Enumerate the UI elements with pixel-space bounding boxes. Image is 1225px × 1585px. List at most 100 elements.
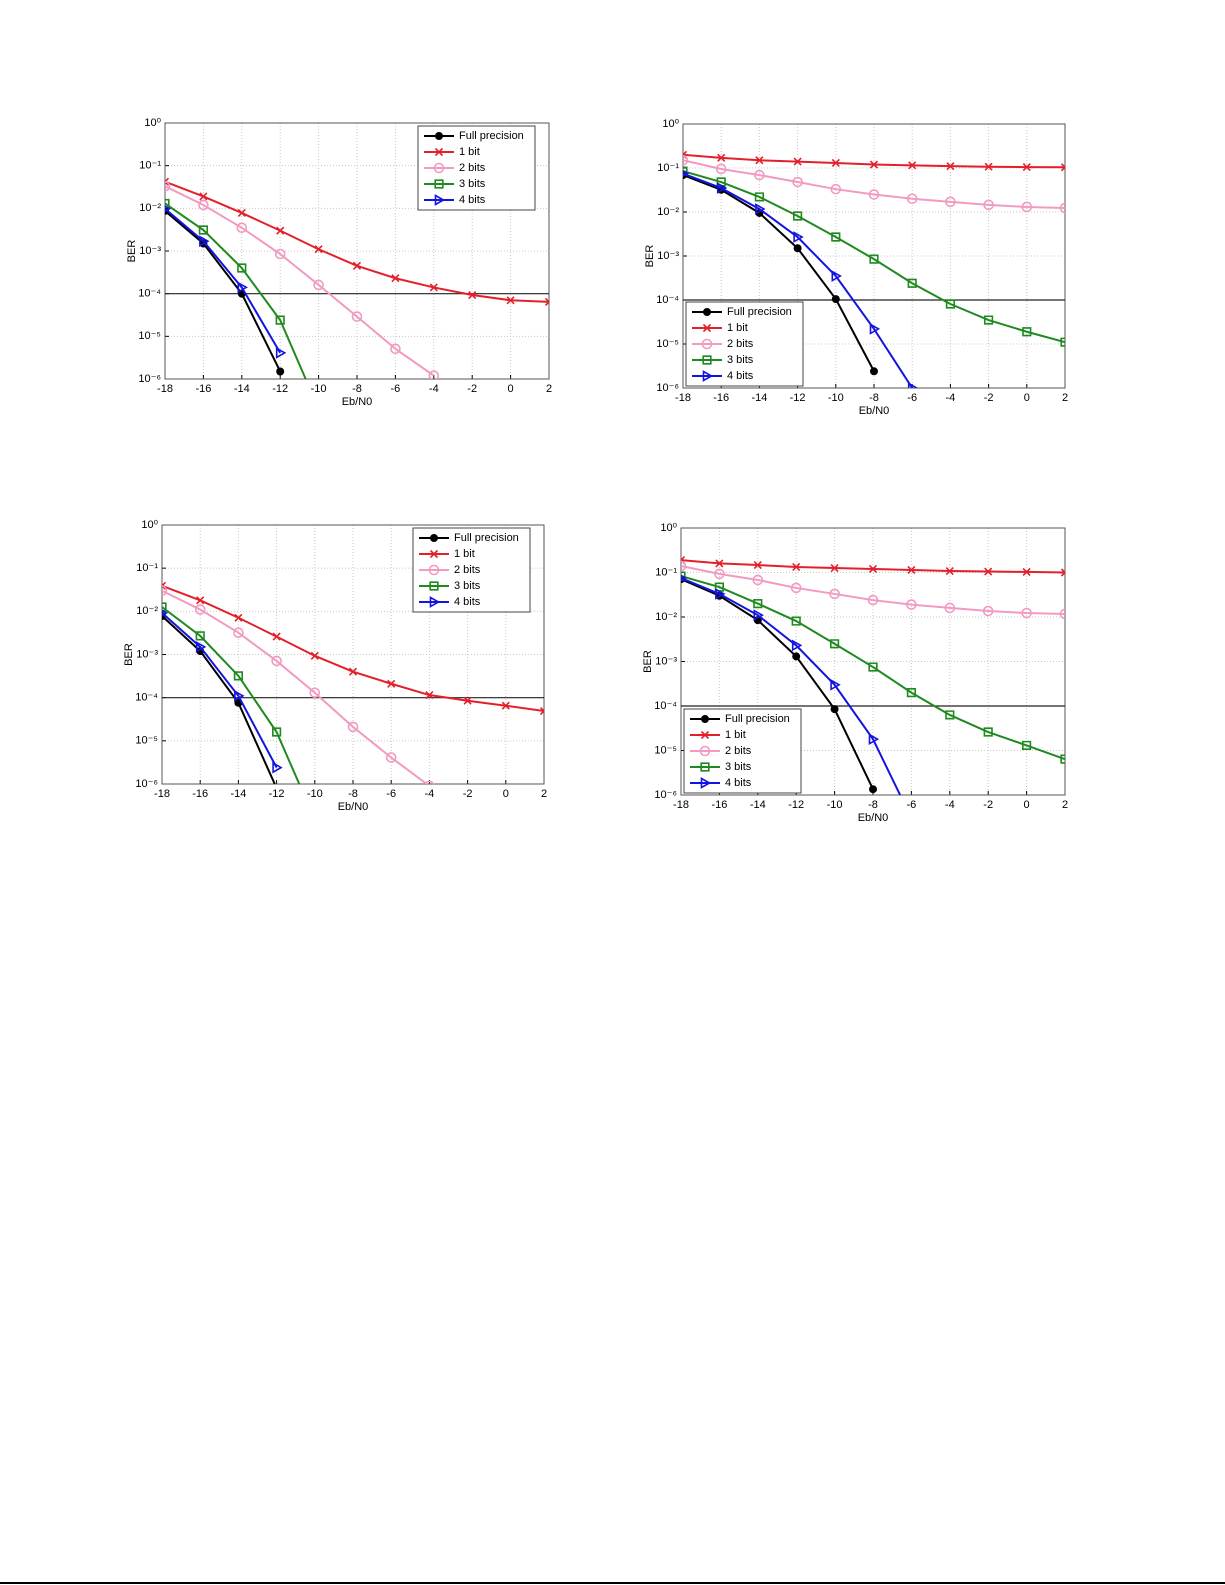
- data-point: [830, 639, 840, 649]
- y-axis-label: BER: [126, 240, 138, 263]
- plot-frame: [161, 524, 545, 785]
- legend: Full precision 1 bit 2 bits 3 bits 4 bits: [417, 125, 536, 211]
- data-point: [237, 281, 248, 294]
- data-point: [944, 602, 956, 614]
- y-tick-label: 10⁻³: [655, 655, 677, 667]
- data-point: [272, 632, 281, 641]
- y-tick-label: 10⁻⁵: [654, 744, 677, 756]
- y-tick-label: 10⁻³: [657, 250, 679, 262]
- plot-frame: [164, 122, 550, 380]
- data-point: [754, 169, 765, 181]
- data-point: [868, 564, 878, 574]
- data-point: [945, 196, 956, 208]
- data-point: [314, 245, 323, 254]
- legend-label: 3 bits: [459, 178, 486, 190]
- x-tick-label: 2: [1062, 392, 1068, 404]
- data-point: [165, 180, 171, 192]
- legend-label: 4 bits: [454, 596, 481, 608]
- data-point: [198, 199, 209, 211]
- data-point: [791, 639, 803, 652]
- y-tick-label: 10⁻⁴: [654, 700, 677, 712]
- data-point: [501, 701, 510, 710]
- data-point: [198, 225, 208, 235]
- data-point: [1022, 163, 1031, 172]
- x-tick-label: 0: [1024, 392, 1030, 404]
- y-tick-label: 10⁻²: [139, 202, 161, 214]
- y-tick-label: 10⁻⁶: [138, 373, 161, 385]
- data-point: [1060, 337, 1065, 347]
- y-tick-label: 10⁰: [144, 117, 161, 129]
- data-point: [234, 613, 243, 622]
- data-point: [1059, 202, 1065, 214]
- legend-marker: [429, 596, 441, 608]
- legend-label: Full precision: [459, 130, 524, 142]
- data-point: [391, 274, 400, 283]
- data-point: [275, 315, 285, 325]
- x-tick-label: -14: [234, 383, 250, 395]
- legend-marker: [699, 745, 711, 757]
- legend-label: 3 bits: [454, 580, 481, 592]
- data-point: [869, 160, 879, 169]
- data-point: [199, 192, 208, 201]
- x-tick-label: 2: [541, 788, 547, 800]
- x-tick-label: -2: [463, 788, 473, 800]
- series-line: [681, 578, 874, 790]
- data-point: [539, 706, 544, 716]
- x-tick-label: -10: [828, 392, 844, 404]
- data-point: [755, 203, 766, 215]
- x-tick-label: -4: [945, 799, 955, 811]
- y-tick-label: 10⁻⁶: [135, 778, 158, 790]
- data-point: [1022, 740, 1032, 751]
- data-point: [165, 205, 172, 213]
- x-tick-label: -18: [154, 788, 170, 800]
- legend-marker: [702, 323, 712, 333]
- data-point: [429, 283, 438, 292]
- x-tick-label: 0: [503, 788, 509, 800]
- x-tick-label: -10: [307, 788, 323, 800]
- data-point: [683, 154, 689, 166]
- x-axis-label: Eb/N0: [342, 396, 373, 408]
- data-point: [831, 158, 840, 168]
- y-tick-label: 10⁻²: [136, 605, 158, 617]
- legend-marker: [700, 715, 710, 723]
- x-tick-label: 2: [1062, 799, 1068, 811]
- data-point: [1060, 568, 1065, 577]
- data-point: [276, 367, 285, 376]
- legend-marker: [428, 564, 440, 576]
- x-tick-label: -18: [673, 799, 689, 811]
- data-point: [195, 641, 207, 653]
- data-point: [752, 574, 764, 586]
- x-tick-label: -18: [675, 392, 691, 404]
- series-line: [165, 202, 307, 379]
- y-tick-label: 10⁻²: [657, 206, 679, 218]
- x-axis-label: Eb/N0: [858, 812, 889, 824]
- y-tick-label: 10⁻⁵: [135, 735, 158, 747]
- data-point: [237, 208, 246, 218]
- series-group: [165, 177, 549, 379]
- x-tick-label: -2: [983, 799, 993, 811]
- data-point: [868, 662, 878, 672]
- series-line: [162, 606, 301, 784]
- x-tick-label: -14: [751, 392, 767, 404]
- legend: Full precision 1 bit 2 bits 3 bits 4 bits: [683, 708, 802, 794]
- x-tick-label: -6: [391, 383, 401, 395]
- data-point: [236, 222, 248, 234]
- x-tick-label: -12: [788, 799, 804, 811]
- x-tick-label: -8: [352, 383, 362, 395]
- chart: -18 -16 -14 -12 -10 -8 -6 -4 -2 0 2 10⁻⁶ 10⁻⁵ 10⁻⁴ 10⁻…: [126, 117, 552, 408]
- data-point: [793, 244, 802, 253]
- data-point: [162, 609, 169, 617]
- x-tick-label: -4: [429, 383, 439, 395]
- data-point: [830, 563, 839, 573]
- data-point: [984, 315, 994, 325]
- series-line: [681, 575, 1065, 761]
- data-point: [274, 248, 286, 260]
- legend-label: 2 bits: [725, 745, 752, 757]
- y-axis-label: BER: [642, 650, 654, 673]
- data-point: [351, 311, 363, 322]
- y-axis-label: BER: [123, 643, 135, 666]
- data-point: [869, 367, 879, 376]
- x-tick-label: -8: [869, 392, 879, 404]
- legend-label: 4 bits: [725, 777, 752, 789]
- legend-label: 1 bit: [725, 729, 746, 741]
